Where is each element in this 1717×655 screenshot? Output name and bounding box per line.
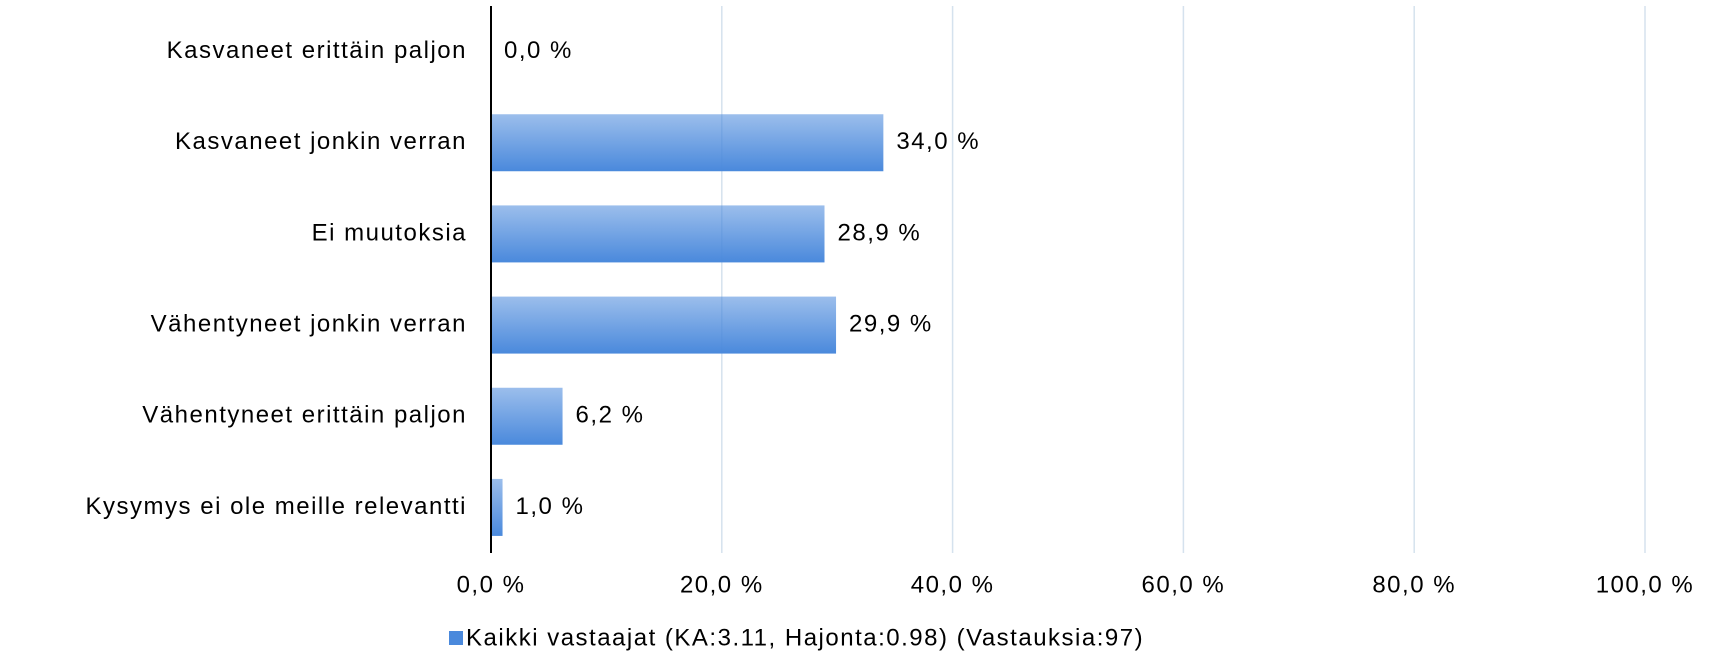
data-label: 1,0 % bbox=[516, 493, 585, 520]
bar bbox=[491, 205, 825, 263]
legend-swatch bbox=[449, 631, 463, 645]
y-tick-label: Kasvaneet jonkin verran bbox=[175, 128, 467, 155]
legend-label: Kaikki vastaajat (KA:3.11, Hajonta:0.98)… bbox=[466, 624, 1144, 651]
y-tick-label: Vähentyneet erittäin paljon bbox=[142, 402, 467, 429]
y-tick-label: Vähentyneet jonkin verran bbox=[151, 310, 467, 337]
y-tick-label: Kysymys ei ole meille relevantti bbox=[86, 493, 467, 520]
data-label: 34,0 % bbox=[896, 128, 980, 155]
x-tick-label: 0,0 % bbox=[457, 571, 526, 598]
x-tick-label: 60,0 % bbox=[1142, 571, 1226, 598]
data-label: 28,9 % bbox=[838, 219, 922, 246]
x-tick-label: 20,0 % bbox=[680, 571, 764, 598]
x-tick-label: 80,0 % bbox=[1372, 571, 1456, 598]
x-tick-label: 100,0 % bbox=[1596, 571, 1695, 598]
y-tick-label: Ei muutoksia bbox=[312, 219, 467, 246]
data-label: 0,0 % bbox=[504, 37, 573, 64]
bar bbox=[491, 478, 503, 536]
x-tick-label: 40,0 % bbox=[911, 571, 995, 598]
bar bbox=[491, 387, 563, 445]
bar bbox=[491, 296, 837, 354]
data-label: 29,9 % bbox=[849, 310, 933, 337]
data-label: 6,2 % bbox=[576, 402, 645, 429]
y-tick-label: Kasvaneet erittäin paljon bbox=[167, 37, 467, 64]
bar bbox=[491, 114, 884, 172]
